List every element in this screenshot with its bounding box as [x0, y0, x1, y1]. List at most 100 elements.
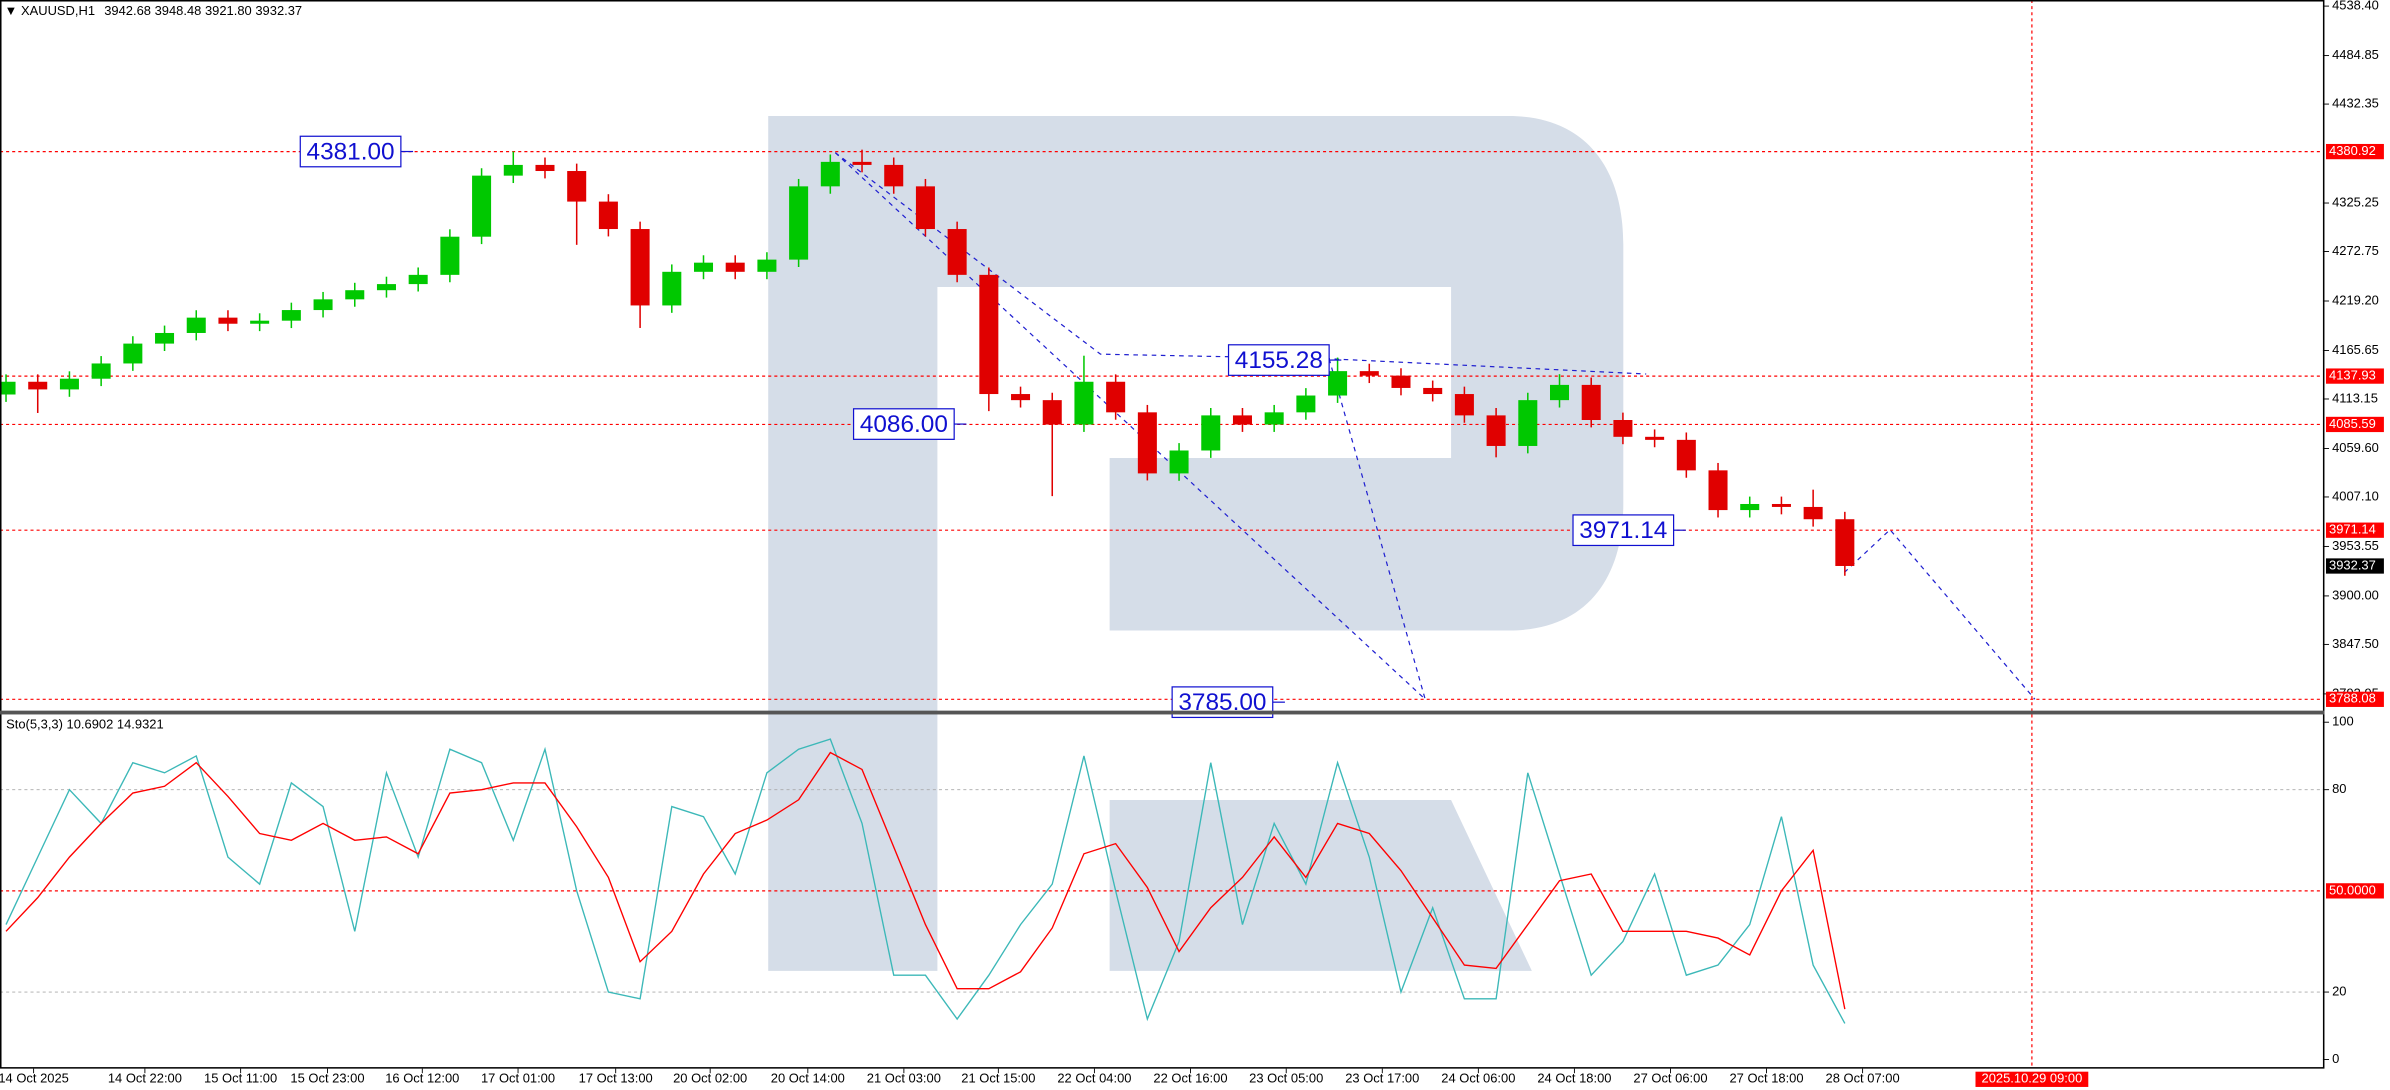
forecast-line: [1843, 528, 2036, 700]
candle-body: [59, 378, 79, 390]
candle-body: [662, 271, 682, 306]
x-tick-label: 16 Oct 12:00: [385, 1071, 459, 1086]
annotation-box: [299, 135, 402, 168]
candle-body: [1803, 506, 1823, 520]
level-tag: [2325, 883, 2384, 899]
level-tag-label: 4137.93: [2329, 368, 2376, 383]
y-tick-label: 4484.85: [2332, 47, 2379, 62]
y-tick-label: 3900.00: [2332, 587, 2379, 602]
candle-body: [1423, 387, 1443, 395]
x-tick-label: 15 Oct 23:00: [290, 1071, 364, 1086]
time-tag: [1975, 1071, 2089, 1087]
candle-body: [567, 171, 587, 202]
candle-body: [1518, 400, 1538, 446]
forecast-line: [834, 152, 1647, 375]
candle-body: [28, 381, 48, 390]
candle-body: [440, 236, 460, 275]
y-tick-label: 4059.60: [2332, 440, 2379, 455]
x-tick-label: 22 Oct 16:00: [1153, 1071, 1227, 1086]
candle-body: [1454, 394, 1474, 416]
x-tick-label: 17 Oct 01:00: [481, 1071, 555, 1086]
y-tick-label: 4272.75: [2332, 243, 2379, 258]
candle-body: [947, 229, 967, 275]
x-tick-label: 15 Oct 11:00: [204, 1071, 277, 1086]
candle-body: [693, 262, 714, 272]
candle-body: [1771, 503, 1791, 507]
candle-body: [1137, 412, 1157, 474]
y-tick-label: 4165.65: [2332, 342, 2379, 357]
candle-body: [218, 317, 238, 324]
y-tick-label: 4432.35: [2332, 95, 2379, 110]
y-tick-label: 4007.10: [2332, 488, 2379, 503]
candle-body: [820, 161, 840, 187]
ohlc: 3942.68 3948.48 3921.80 3932.37: [104, 4, 302, 19]
candle-body: [1391, 375, 1411, 388]
candle-body: [852, 161, 872, 165]
frame: [0, 0, 2325, 1069]
candle-body: [1169, 450, 1189, 474]
annotation-box: [1572, 514, 1675, 547]
candle-body: [1740, 503, 1760, 511]
candle-body: [0, 381, 16, 395]
forecast-line: [1328, 358, 1426, 700]
x-tick-label: 17 Oct 13:00: [579, 1071, 653, 1086]
x-tick-label: 14 Oct 22:00: [108, 1071, 182, 1086]
forecast-lines: [834, 152, 2036, 700]
symbol: XAUUSD,H1: [21, 4, 95, 19]
candle-body: [1074, 381, 1094, 425]
candle-body: [503, 164, 523, 176]
header-arrow: ▼: [5, 4, 21, 19]
y-tick-label: 3847.50: [2332, 636, 2379, 651]
candle-body: [1106, 381, 1126, 413]
level-tag: [2325, 143, 2384, 160]
indicator-line: [5, 738, 1846, 1024]
candle-body: [123, 343, 143, 364]
candle-body: [1296, 395, 1316, 413]
x-tick-label: 21 Oct 03:00: [867, 1071, 941, 1086]
candle-body: [915, 186, 935, 230]
annotation-label: 4155.28: [1235, 347, 1323, 374]
candle-body: [1645, 436, 1665, 440]
x-tick-label: 23 Oct 17:00: [1345, 1071, 1419, 1086]
x-tick-label: 21 Oct 15:00: [961, 1071, 1035, 1086]
annotation-label: 4086.00: [860, 411, 948, 438]
candle-body: [1486, 415, 1506, 446]
forecast-line: [834, 152, 1426, 700]
candle-body: [757, 259, 777, 272]
level-tag-label: 50.0000: [2329, 882, 2376, 897]
y-tick-label: 20: [2332, 983, 2346, 998]
candle-body: [1708, 470, 1728, 511]
candle-body: [725, 262, 745, 272]
y-tick-label: 4219.20: [2332, 292, 2379, 307]
watermark: [768, 116, 1624, 971]
candle-body: [598, 201, 618, 230]
level-tag-label: 4380.92: [2329, 143, 2376, 158]
watermark-r: [768, 116, 1624, 971]
candle-body: [408, 274, 428, 285]
candle-body: [1613, 420, 1633, 437]
candle-body: [376, 284, 396, 291]
annotation-label: 4381.00: [307, 138, 395, 165]
level-tag: [2325, 522, 2384, 538]
panel-separator: [0, 710, 2325, 715]
level-tag-label: 3788.08: [2329, 691, 2376, 706]
candle-body: [313, 299, 333, 311]
indicator-line: [5, 751, 1846, 1010]
x-tick-label: 20 Oct 14:00: [771, 1071, 845, 1086]
annotation-box: [1227, 344, 1330, 376]
y-tick-label: 0: [2332, 1051, 2339, 1066]
level-tag-label: 4085.59: [2329, 416, 2376, 431]
level-tag-label: 3971.14: [2329, 522, 2376, 537]
candle-body: [1232, 415, 1252, 425]
candle-body: [281, 310, 301, 321]
candle-body: [345, 290, 365, 300]
candle-body: [630, 229, 650, 306]
candle-body: [250, 320, 270, 324]
candle-body: [1549, 384, 1570, 401]
candle-body: [1328, 371, 1348, 396]
y-tick-label: 3953.55: [2332, 538, 2379, 553]
candle-body: [186, 317, 206, 333]
x-tick-label: 14 Oct 2025: [0, 1071, 69, 1086]
candle-body: [1581, 384, 1601, 421]
